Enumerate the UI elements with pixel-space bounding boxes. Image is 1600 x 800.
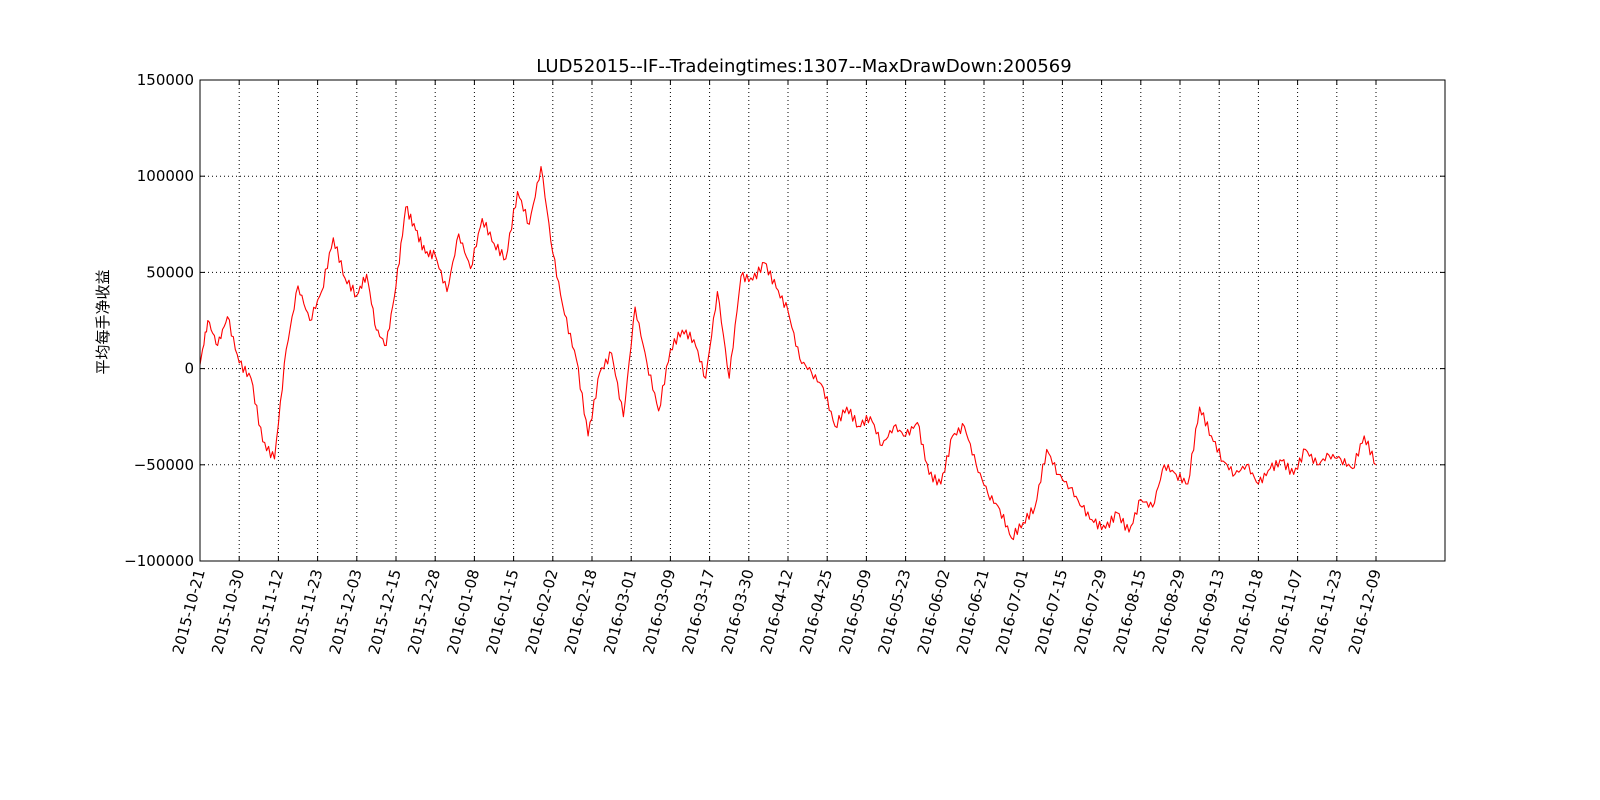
y-tick-label: 0: [184, 360, 194, 378]
y-tick-label: −100000: [124, 552, 194, 570]
y-tick-label: 100000: [137, 167, 194, 185]
y-axis: −100000 −50000 0 50000 100000 150000: [124, 71, 1445, 570]
series-layer: [199, 166, 1377, 541]
grid: [200, 80, 1445, 561]
plot-frame: [199, 79, 1446, 562]
y-tick-label: 50000: [146, 263, 194, 281]
y-tick-label: 150000: [137, 71, 194, 89]
chart-title: LUD52015--IF--Tradeingtimes:1307--MaxDra…: [536, 56, 1071, 77]
series-line: [199, 166, 1377, 541]
y-tick-label: −50000: [134, 456, 194, 474]
y-axis-label: 平均每手净收益: [94, 269, 112, 374]
